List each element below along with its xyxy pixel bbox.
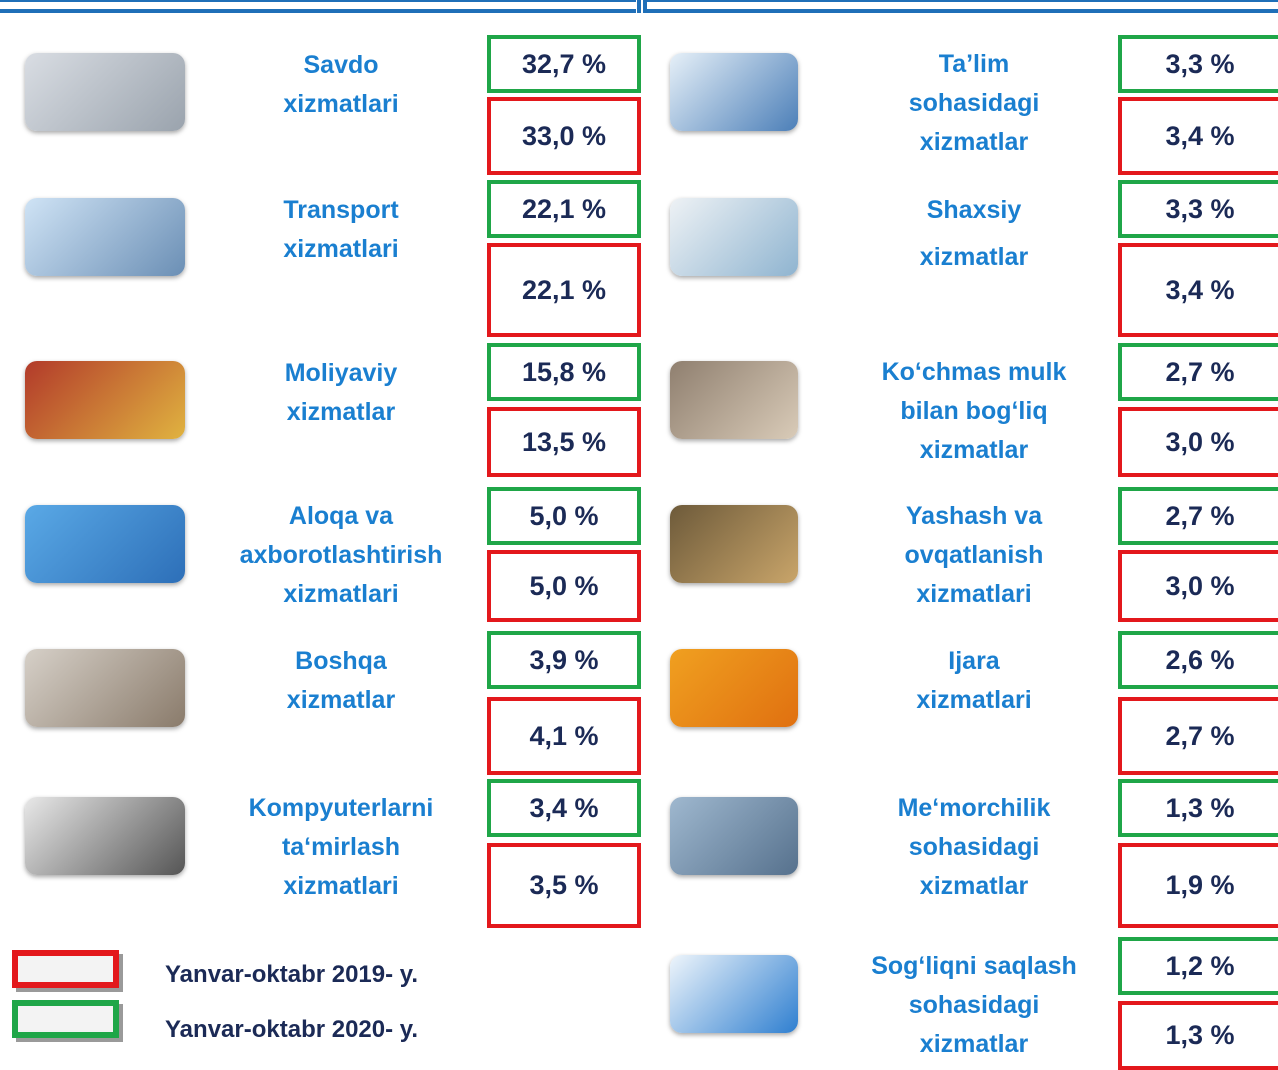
service-icon [670, 361, 798, 439]
service-icon [670, 955, 798, 1033]
value-2019: 2,7 % [1118, 697, 1278, 775]
service-label: sohasidagi [840, 986, 1108, 1025]
service-label: Ta’lim [840, 45, 1108, 84]
service-icon [25, 797, 185, 875]
service-label: ovqatlanish [840, 536, 1108, 575]
legend-label: Yanvar-oktabr 2020- y. [165, 1016, 418, 1044]
service-label: xizmatlar [840, 238, 1108, 277]
value-2020: 2,7 % [1118, 487, 1278, 545]
service-label: Ko‘chmas mulk [840, 353, 1108, 392]
header-divider [637, 0, 641, 13]
value-2019: 13,5 % [487, 407, 641, 477]
value-2020: 22,1 % [487, 180, 641, 238]
value-2019: 5,0 % [487, 550, 641, 622]
value-2020: 3,4 % [487, 779, 641, 837]
service-label: xizmatlari [840, 681, 1108, 720]
service-label: Savdo [210, 46, 472, 85]
service-icon [25, 505, 185, 583]
service-label: xizmatlar [840, 431, 1108, 470]
value-2019: 33,0 % [487, 97, 641, 175]
value-2019: 3,4 % [1118, 97, 1278, 175]
value-2020: 15,8 % [487, 343, 641, 401]
value-2019: 4,1 % [487, 697, 641, 775]
header-line [646, 0, 1278, 2]
value-2019: 3,0 % [1118, 550, 1278, 622]
value-2020: 3,9 % [487, 631, 641, 689]
service-label: Yashash va [840, 497, 1108, 536]
service-label: Transport [210, 191, 472, 230]
value-2020: 32,7 % [487, 35, 641, 93]
service-label: xizmatlar [210, 681, 472, 720]
value-2020: 1,2 % [1118, 937, 1278, 995]
value-2019: 1,9 % [1118, 843, 1278, 928]
service-label: ta‘mirlash [210, 828, 472, 867]
service-label: xizmatlari [210, 230, 472, 269]
service-label: Me‘morchilik [840, 789, 1108, 828]
service-label: Boshqa [210, 642, 472, 681]
value-2019: 1,3 % [1118, 1001, 1278, 1070]
service-label: bilan bog‘liq [840, 392, 1108, 431]
header-line [0, 0, 636, 2]
legend-swatch-2020 [12, 1000, 119, 1038]
header-divider [643, 0, 647, 13]
service-label: xizmatlari [210, 867, 472, 906]
service-label: Sog‘liqni saqlash [840, 947, 1108, 986]
service-label: xizmatlar [840, 1025, 1108, 1064]
service-icon [670, 198, 798, 276]
service-label: xizmatlari [840, 575, 1108, 614]
service-label: sohasidagi [840, 828, 1108, 867]
service-label: Moliyaviy [210, 354, 472, 393]
value-2019: 3,4 % [1118, 243, 1278, 337]
service-icon [25, 198, 185, 276]
header-line [646, 9, 1278, 13]
service-label: xizmatlar [210, 393, 472, 432]
service-label: Ijara [840, 642, 1108, 681]
service-icon [670, 649, 798, 727]
value-2020: 2,7 % [1118, 343, 1278, 401]
page: {"left": [ {"label": ["Savdo", "xizmatla… [0, 0, 1278, 1066]
legend-swatch-2019 [12, 950, 119, 988]
service-label: xizmatlari [210, 85, 472, 124]
value-2019: 3,0 % [1118, 407, 1278, 477]
service-icon [25, 361, 185, 439]
service-icon [670, 505, 798, 583]
service-label: axborotlashtirish [210, 536, 472, 575]
value-2020: 5,0 % [487, 487, 641, 545]
value-2020: 2,6 % [1118, 631, 1278, 689]
value-2019: 22,1 % [487, 243, 641, 337]
header-line [0, 9, 636, 13]
value-2020: 3,3 % [1118, 35, 1278, 93]
service-icon [670, 53, 798, 131]
service-label: sohasidagi [840, 84, 1108, 123]
service-icon [25, 649, 185, 727]
value-2020: 1,3 % [1118, 779, 1278, 837]
value-2020: 3,3 % [1118, 180, 1278, 238]
service-label: Aloqa va [210, 497, 472, 536]
service-icon [25, 53, 185, 131]
service-label: Kompyuterlarni [210, 789, 472, 828]
service-label: Shaxsiy [840, 191, 1108, 230]
service-label: xizmatlar [840, 867, 1108, 906]
service-label: xizmatlar [840, 123, 1108, 162]
service-label: xizmatlari [210, 575, 472, 614]
service-icon [670, 797, 798, 875]
value-2019: 3,5 % [487, 843, 641, 928]
legend-label: Yanvar-oktabr 2019- y. [165, 961, 418, 989]
